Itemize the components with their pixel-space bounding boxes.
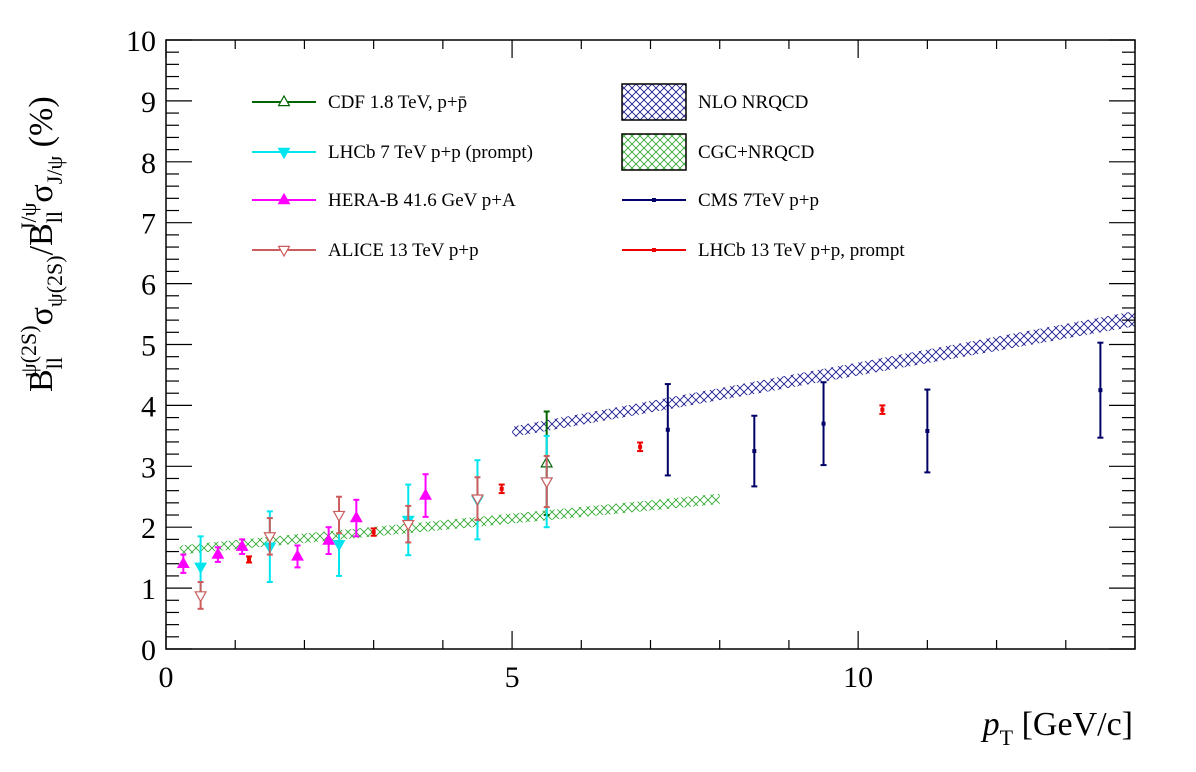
legend-entry: LHCb 7 TeV p+p (prompt) bbox=[252, 142, 533, 163]
data-point bbox=[638, 444, 643, 449]
data-point bbox=[247, 557, 252, 562]
y-tick-label: 5 bbox=[141, 330, 156, 363]
y-tick-label: 10 bbox=[126, 25, 156, 58]
data-point bbox=[665, 427, 670, 432]
legend-entry: LHCb 13 TeV p+p, prompt bbox=[622, 240, 905, 261]
data-point bbox=[925, 428, 930, 433]
data-point bbox=[194, 562, 208, 575]
series-3 bbox=[194, 454, 554, 610]
data-point bbox=[821, 421, 826, 426]
y-tick-label: 2 bbox=[141, 512, 156, 545]
legend-marker bbox=[277, 94, 291, 107]
y-tick-label: 4 bbox=[141, 390, 156, 423]
y-tick-label: 0 bbox=[141, 634, 156, 667]
legend-label: ALICE 13 TeV p+p bbox=[328, 240, 479, 261]
x-tick-label: 0 bbox=[159, 661, 174, 694]
data-point bbox=[322, 533, 336, 545]
y-tick-label: 1 bbox=[141, 573, 156, 606]
legend-label: CGC+NRQCD bbox=[698, 142, 814, 163]
data-point bbox=[371, 530, 376, 535]
legend: CDF 1.8 TeV, p+p̄ LHCb 7 TeV p+p (prompt)… bbox=[252, 83, 905, 261]
data-point bbox=[211, 547, 225, 559]
y-tick-label: 6 bbox=[141, 269, 156, 302]
data-point bbox=[194, 591, 208, 603]
y-tick-label: 3 bbox=[141, 451, 156, 484]
y-tick-label: 9 bbox=[141, 86, 156, 119]
legend-label: CMS 7TeV p+p bbox=[698, 190, 819, 211]
data-point bbox=[471, 494, 484, 506]
data-point bbox=[291, 549, 304, 561]
data-point bbox=[349, 510, 363, 523]
data-point bbox=[1098, 388, 1103, 393]
data-point bbox=[263, 532, 277, 544]
data-point bbox=[752, 449, 757, 454]
legend-label: LHCb 7 TeV p+p (prompt) bbox=[328, 142, 533, 163]
legend-entry: HERA-B 41.6 GeV p+A bbox=[252, 190, 516, 211]
data-point bbox=[880, 407, 885, 412]
legend-swatch bbox=[621, 83, 687, 121]
data-points bbox=[176, 341, 1104, 610]
x-tick-label: 10 bbox=[843, 661, 873, 694]
legend-marker bbox=[652, 248, 656, 252]
axis-ticks: 0 5 10 0 1 2 3 4 5 6 7 8 9 10 bbox=[126, 25, 1136, 694]
legend-marker bbox=[277, 245, 291, 258]
data-point bbox=[332, 510, 346, 523]
y-tick-label: 7 bbox=[141, 208, 156, 241]
x-tick-label: 5 bbox=[505, 661, 520, 694]
x-axis-title: pT [GeV/c] bbox=[981, 706, 1133, 750]
data-point bbox=[540, 477, 554, 489]
series-2 bbox=[176, 473, 432, 574]
legend-entry: CGC+NRQCD bbox=[621, 133, 814, 171]
legend-entry: CMS 7TeV p+p bbox=[622, 190, 819, 211]
legend-label: LHCb 13 TeV p+p, prompt bbox=[698, 240, 905, 261]
data-point bbox=[235, 539, 249, 551]
svg-text:Bllψ(2S)σψ(2S)/BllJ/ψσJ/ψ (%): Bllψ(2S)σψ(2S)/BllJ/ψσJ/ψ (%) bbox=[16, 96, 67, 392]
legend-label: CDF 1.8 TeV, p+p̄ bbox=[328, 92, 467, 113]
legend-entry: ALICE 13 TeV p+p bbox=[252, 240, 479, 261]
legend-label: NLO NRQCD bbox=[698, 92, 808, 113]
legend-marker bbox=[277, 147, 291, 160]
legend-entry: CDF 1.8 TeV, p+p̄ bbox=[252, 92, 467, 113]
data-point bbox=[401, 519, 415, 532]
data-point bbox=[419, 488, 432, 500]
data-point bbox=[332, 540, 346, 552]
data-point bbox=[499, 486, 504, 491]
legend-marker bbox=[277, 192, 291, 205]
legend-marker bbox=[652, 198, 656, 202]
legend-entry: NLO NRQCD bbox=[621, 83, 808, 121]
legend-label: HERA-B 41.6 GeV p+A bbox=[328, 190, 516, 211]
theory-bands bbox=[179, 311, 1135, 555]
series-5 bbox=[246, 404, 886, 564]
data-point bbox=[176, 556, 190, 568]
y-tick-label: 8 bbox=[141, 147, 156, 180]
y-axis-title: Bllψ(2S)σψ(2S)/BllJ/ψσJ/ψ (%) bbox=[16, 96, 67, 392]
band-cgc-nrqcd bbox=[179, 493, 720, 555]
legend-swatch bbox=[621, 133, 687, 171]
series-4 bbox=[664, 341, 1104, 488]
